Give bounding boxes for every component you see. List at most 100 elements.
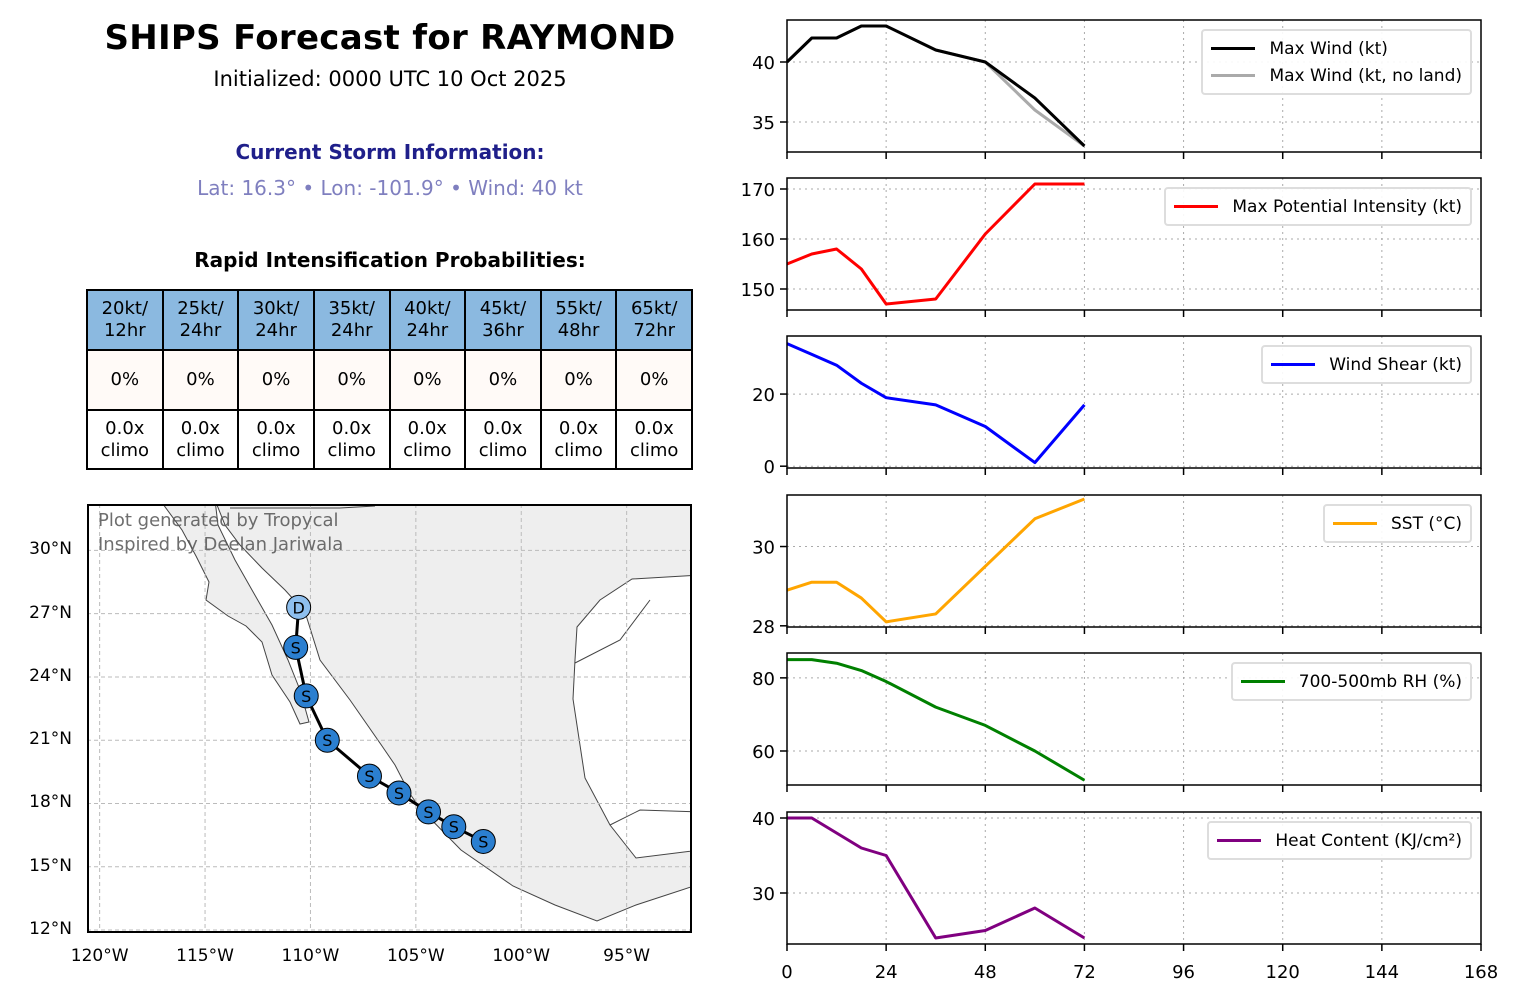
panel-2: 0 20: [752, 335, 1482, 478]
legend-entry: Max Potential Intensity (kt): [1174, 193, 1462, 220]
x-tick-label: 72: [1073, 962, 1096, 983]
init-time: Initialized: 0000 UTC 10 Oct 2025: [213, 67, 567, 91]
legend-swatch: [1211, 74, 1256, 77]
ri-climo-label: climo: [629, 439, 679, 461]
track-point: S: [283, 634, 309, 660]
ri-period: 72hr: [633, 320, 676, 341]
y-tick-label: 35: [752, 113, 775, 134]
ri-threshold: 25kt/: [177, 298, 224, 319]
ri-climo-label: climo: [478, 439, 528, 461]
ri-period: 24hr: [330, 320, 373, 341]
series-line: [786, 342, 1086, 465]
ri-climo-ratio: 0.0x: [332, 417, 372, 439]
legend-label: Max Wind (kt, no land): [1269, 65, 1462, 86]
credit-text-1: Plot generated by Tropycal: [98, 510, 339, 531]
ri-col-header: 20kt/12hr: [86, 289, 164, 351]
storm-type-label: S: [449, 818, 459, 837]
ri-prob-cell: 0%: [615, 349, 693, 411]
storm-type-label: S: [364, 767, 374, 786]
ri-threshold: 45kt/: [479, 298, 527, 319]
legend-label: Max Wind (kt): [1269, 38, 1388, 59]
ri-climo-ratio: 0.0x: [558, 417, 599, 439]
ri-period: 24hr: [406, 320, 449, 341]
ri-prob-cell: 0%: [312, 349, 391, 411]
ri-col-header: 45kt/36hr: [464, 289, 542, 351]
series-line: [786, 497, 1085, 624]
y-tick-label: 150: [741, 280, 775, 301]
track-marker: [293, 683, 319, 709]
legend-swatch: [1217, 839, 1262, 842]
panel-3: 28 30: [752, 494, 1482, 638]
legend-label: Wind Shear (kt): [1329, 354, 1462, 375]
track-point: S: [314, 727, 340, 753]
ri-climo-label: climo: [327, 439, 376, 461]
y-tick-label: 30: [752, 884, 775, 905]
legend: Max Potential Intensity (kt): [1164, 187, 1472, 226]
track-point: S: [441, 814, 467, 840]
panel-frame: [786, 652, 1482, 786]
lon-tick-label: 105°W: [386, 946, 445, 966]
ri-threshold: 65kt/: [630, 298, 678, 319]
ri-header-row: 20kt/12hr 25kt/24hr 30kt/24hr 35kt/24hr 40kt…: [86, 289, 693, 351]
storm-type-label: S: [394, 784, 404, 803]
track-marker: [415, 799, 441, 825]
legend-entry: 700-500mb RH (%): [1240, 668, 1462, 695]
x-tick-label: 168: [1464, 962, 1498, 983]
legend-label: 700-500mb RH (%): [1298, 671, 1462, 692]
y-tick-label: 40: [752, 809, 775, 830]
chart-title: SHIPS Forecast for RAYMOND: [104, 18, 676, 58]
panel-5: 0 24 48 72 96 120 144 168 30 40: [752, 809, 1498, 983]
ri-threshold: 30kt/: [252, 298, 300, 319]
lon-tick-label: 110°W: [281, 946, 340, 966]
ri-threshold: 35kt/: [328, 298, 375, 319]
track-marker: [283, 634, 309, 660]
y-tick-label: 60: [752, 742, 775, 763]
x-tick-label: 48: [974, 962, 997, 983]
ri-prob-cell: 0%: [539, 349, 618, 411]
lon-tick-label: 115°W: [176, 946, 234, 966]
storm-type-label: S: [301, 687, 311, 706]
storm-type-label: S: [423, 803, 433, 822]
lat-tick-label: 24°N: [29, 665, 72, 686]
panel-1: 150 160 170: [741, 177, 1482, 317]
legend-swatch: [1211, 47, 1256, 50]
ri-prob-cell: 0%: [388, 349, 467, 411]
track-point: S: [470, 828, 496, 854]
ri-climo-ratio: 0.0x: [483, 417, 523, 439]
ri-climo-cell: 0.0x climo: [615, 409, 693, 470]
legend-entry: Wind Shear (kt): [1271, 351, 1462, 378]
ri-climo-cell: 0.0x climo: [539, 409, 618, 470]
lon-tick-label: 100°W: [492, 946, 551, 966]
panel-frame: [786, 335, 1482, 469]
storm-type-label: S: [478, 832, 488, 851]
storm-type-label: S: [322, 731, 332, 750]
legend-entry: SST (°C): [1332, 510, 1462, 537]
ri-threshold: 55kt/: [555, 298, 602, 319]
ri-climo-label: climo: [251, 439, 301, 461]
y-tick-label: 170: [741, 180, 775, 201]
ri-col-header: 35kt/24hr: [312, 289, 391, 351]
ri-period: 36hr: [482, 320, 524, 341]
series-line: [785, 24, 1086, 148]
legend-label: Heat Content (KJ/cm²): [1275, 830, 1462, 851]
legend-entry: Heat Content (KJ/cm²): [1217, 827, 1462, 854]
legend-swatch: [1240, 680, 1285, 683]
ri-prob-cell: 0%: [86, 349, 164, 411]
lat-tick-label: 30°N: [29, 539, 72, 560]
ri-heading: Rapid Intensification Probabilities:: [194, 248, 586, 272]
series-line: [785, 24, 1086, 148]
y-tick-label: 160: [741, 230, 775, 251]
ri-threshold: 40kt/: [404, 298, 451, 319]
series-line: [787, 816, 1086, 940]
track-marker: [356, 763, 382, 789]
ri-prob-cell: 0%: [161, 349, 240, 411]
track-marker: [470, 828, 496, 854]
panel-frame: [786, 177, 1482, 311]
ri-col-header: 40kt/24hr: [388, 289, 467, 351]
ri-period: 48hr: [557, 320, 600, 341]
ri-climo-cell: 0.0x climo: [312, 409, 391, 470]
series-line: [787, 658, 1086, 782]
legend-swatch: [1174, 205, 1219, 208]
panel-frame: [786, 811, 1482, 945]
